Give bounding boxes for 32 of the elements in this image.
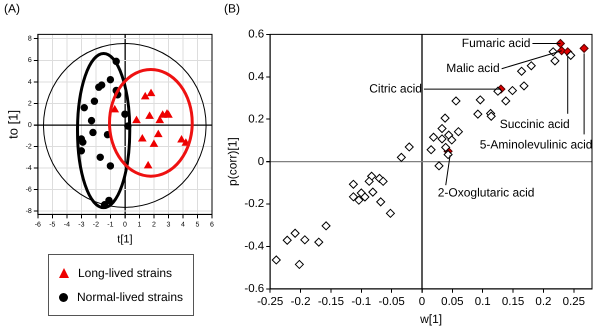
annotation: Citric acid bbox=[369, 81, 422, 96]
annotation: 2-Oxoglutaric acid bbox=[438, 186, 534, 200]
y-tick-label: 0.2 bbox=[248, 113, 264, 126]
annotation: Succinic acid bbox=[500, 117, 570, 132]
x-tick-label: -0.2 bbox=[290, 296, 310, 308]
x-tick-label: -0.05 bbox=[378, 296, 405, 308]
x-tick-label: -0.15 bbox=[318, 296, 344, 308]
y-tick-label: -0.6 bbox=[244, 282, 264, 295]
y-axis-title: p(corr)[1] bbox=[226, 137, 240, 186]
annotation: 5-Aminolevulinic acid bbox=[480, 138, 592, 152]
x-tick-label: -0.1 bbox=[351, 296, 372, 308]
x-tick-label: 0.25 bbox=[562, 296, 585, 308]
x-axis-title: w[1] bbox=[419, 312, 442, 326]
x-tick-label: 0.15 bbox=[502, 296, 524, 308]
x-tick-label: -0.25 bbox=[257, 296, 284, 308]
y-tick-label: 0.6 bbox=[248, 28, 264, 41]
y-tick-label: -0.4 bbox=[244, 240, 265, 253]
y-tick-label: 0.4 bbox=[248, 70, 265, 83]
x-tick-label: 0 bbox=[418, 296, 426, 308]
legend-label: Normal-lived strains bbox=[77, 289, 184, 306]
x-axis-title: t[1] bbox=[117, 233, 133, 246]
chart-title: (A) bbox=[4, 2, 20, 16]
x-tick-label: 0.1 bbox=[474, 296, 491, 308]
y-axis-title: to [1] bbox=[5, 110, 20, 139]
legend-label: Long-lived strains bbox=[78, 265, 172, 282]
annotation: Malic acid bbox=[446, 61, 500, 76]
y-tick-label: 0 bbox=[258, 156, 264, 168]
annotation: Fumaric acid bbox=[462, 36, 530, 50]
x-tick-label: 0.05 bbox=[441, 296, 464, 308]
y-tick-label: -0.2 bbox=[244, 198, 264, 210]
x-tick-label: 0.2 bbox=[535, 296, 552, 308]
chart-title: (B) bbox=[224, 2, 240, 16]
